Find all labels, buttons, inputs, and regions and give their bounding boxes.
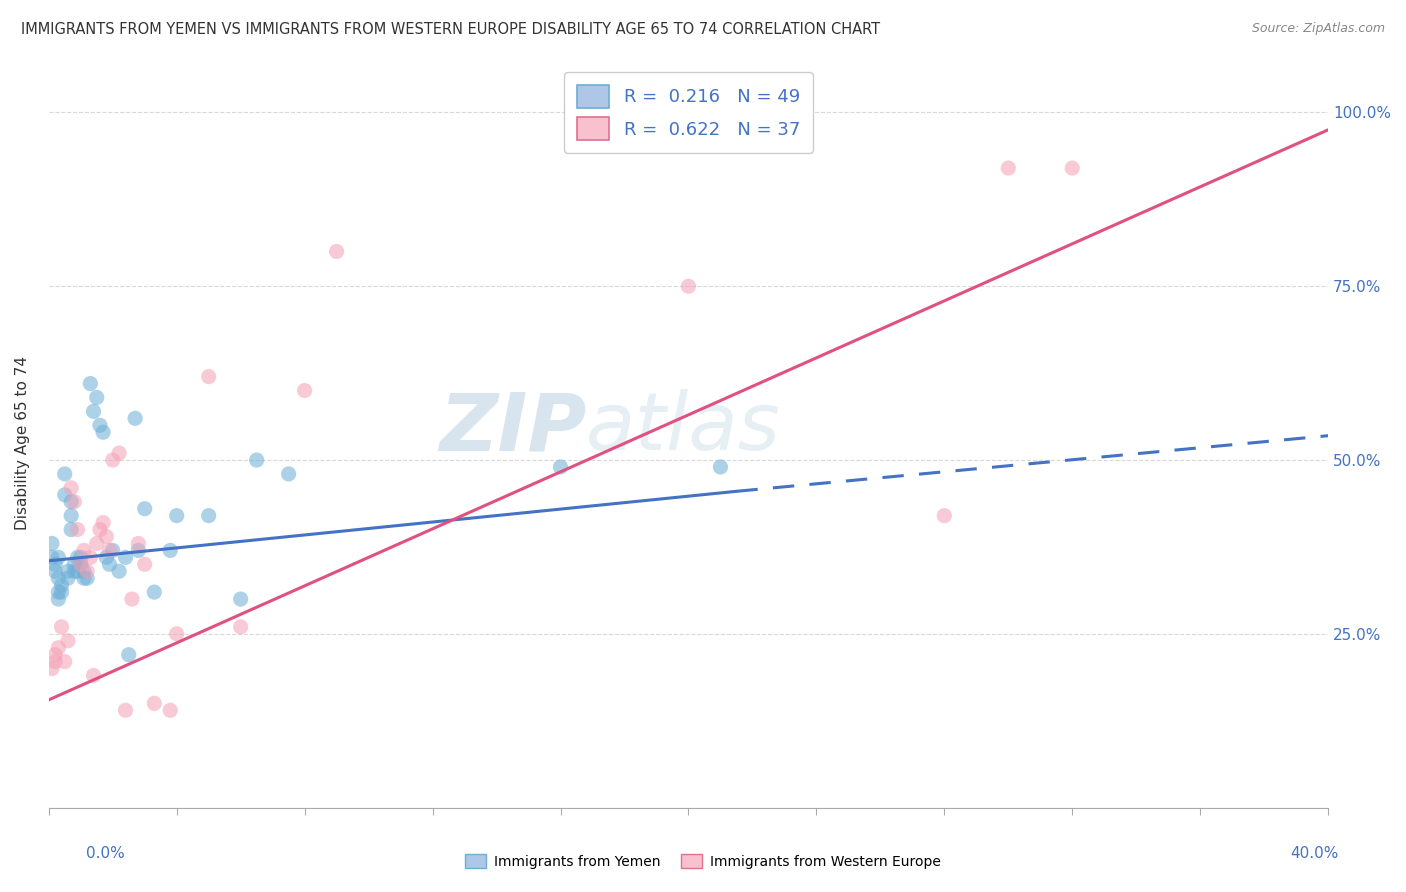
Legend: Immigrants from Yemen, Immigrants from Western Europe: Immigrants from Yemen, Immigrants from W… — [460, 848, 946, 874]
Point — [60, 508, 83, 523]
Point — [46, 592, 69, 607]
Point — [86, 391, 108, 405]
Point — [127, 543, 149, 558]
Point — [73, 564, 96, 578]
Point — [41, 662, 63, 676]
Point — [46, 585, 69, 599]
Point — [143, 696, 166, 710]
Point — [101, 543, 124, 558]
Point — [229, 620, 252, 634]
Text: 40.0%: 40.0% — [1291, 846, 1339, 861]
Point — [63, 564, 86, 578]
Point — [89, 418, 111, 433]
Point — [41, 550, 63, 565]
Point — [121, 592, 143, 607]
Point — [83, 668, 105, 682]
Point — [53, 655, 76, 669]
Point — [934, 508, 956, 523]
Point — [51, 578, 73, 592]
Point — [96, 550, 118, 565]
Point — [56, 571, 79, 585]
Point — [143, 585, 166, 599]
Point — [114, 550, 136, 565]
Text: ZIP: ZIP — [439, 389, 586, 467]
Point — [46, 640, 69, 655]
Point — [73, 571, 96, 585]
Y-axis label: Disability Age 65 to 74: Disability Age 65 to 74 — [15, 356, 30, 530]
Point — [134, 558, 156, 572]
Text: 0.0%: 0.0% — [86, 846, 125, 861]
Point — [98, 558, 121, 572]
Point — [197, 508, 219, 523]
Point — [709, 460, 731, 475]
Point — [66, 523, 89, 537]
Point — [246, 453, 269, 467]
Point — [108, 446, 131, 460]
Point — [53, 488, 76, 502]
Point — [63, 558, 86, 572]
Point — [44, 655, 66, 669]
Point — [44, 564, 66, 578]
Text: IMMIGRANTS FROM YEMEN VS IMMIGRANTS FROM WESTERN EUROPE DISABILITY AGE 65 TO 74 : IMMIGRANTS FROM YEMEN VS IMMIGRANTS FROM… — [21, 22, 880, 37]
Point — [66, 550, 89, 565]
Point — [83, 404, 105, 418]
Point — [550, 460, 572, 475]
Point — [79, 376, 101, 391]
Point — [89, 523, 111, 537]
Point — [678, 279, 700, 293]
Legend: R =  0.216   N = 49, R =  0.622   N = 37: R = 0.216 N = 49, R = 0.622 N = 37 — [564, 72, 813, 153]
Point — [79, 550, 101, 565]
Point — [41, 536, 63, 550]
Point — [86, 536, 108, 550]
Point — [159, 703, 181, 717]
Point — [277, 467, 299, 481]
Text: Source: ZipAtlas.com: Source: ZipAtlas.com — [1251, 22, 1385, 36]
Point — [98, 543, 121, 558]
Point — [46, 571, 69, 585]
Point — [229, 592, 252, 607]
Point — [60, 481, 83, 495]
Point — [997, 161, 1019, 175]
Point — [76, 571, 98, 585]
Text: atlas: atlas — [586, 389, 780, 467]
Point — [51, 620, 73, 634]
Point — [101, 453, 124, 467]
Point — [44, 558, 66, 572]
Point — [69, 558, 91, 572]
Point — [46, 550, 69, 565]
Point — [66, 564, 89, 578]
Point — [159, 543, 181, 558]
Point — [56, 564, 79, 578]
Point — [294, 384, 316, 398]
Point — [127, 536, 149, 550]
Point — [69, 550, 91, 565]
Point — [73, 543, 96, 558]
Point — [197, 369, 219, 384]
Point — [118, 648, 141, 662]
Point — [51, 585, 73, 599]
Point — [166, 508, 188, 523]
Point — [96, 529, 118, 543]
Point — [325, 244, 347, 259]
Point — [44, 648, 66, 662]
Point — [124, 411, 146, 425]
Point — [60, 494, 83, 508]
Point — [1062, 161, 1084, 175]
Point — [91, 516, 114, 530]
Point — [134, 501, 156, 516]
Point — [76, 564, 98, 578]
Point — [166, 627, 188, 641]
Point — [53, 467, 76, 481]
Point — [91, 425, 114, 440]
Point — [60, 523, 83, 537]
Point — [114, 703, 136, 717]
Point — [69, 558, 91, 572]
Point — [63, 494, 86, 508]
Point — [108, 564, 131, 578]
Point — [56, 633, 79, 648]
